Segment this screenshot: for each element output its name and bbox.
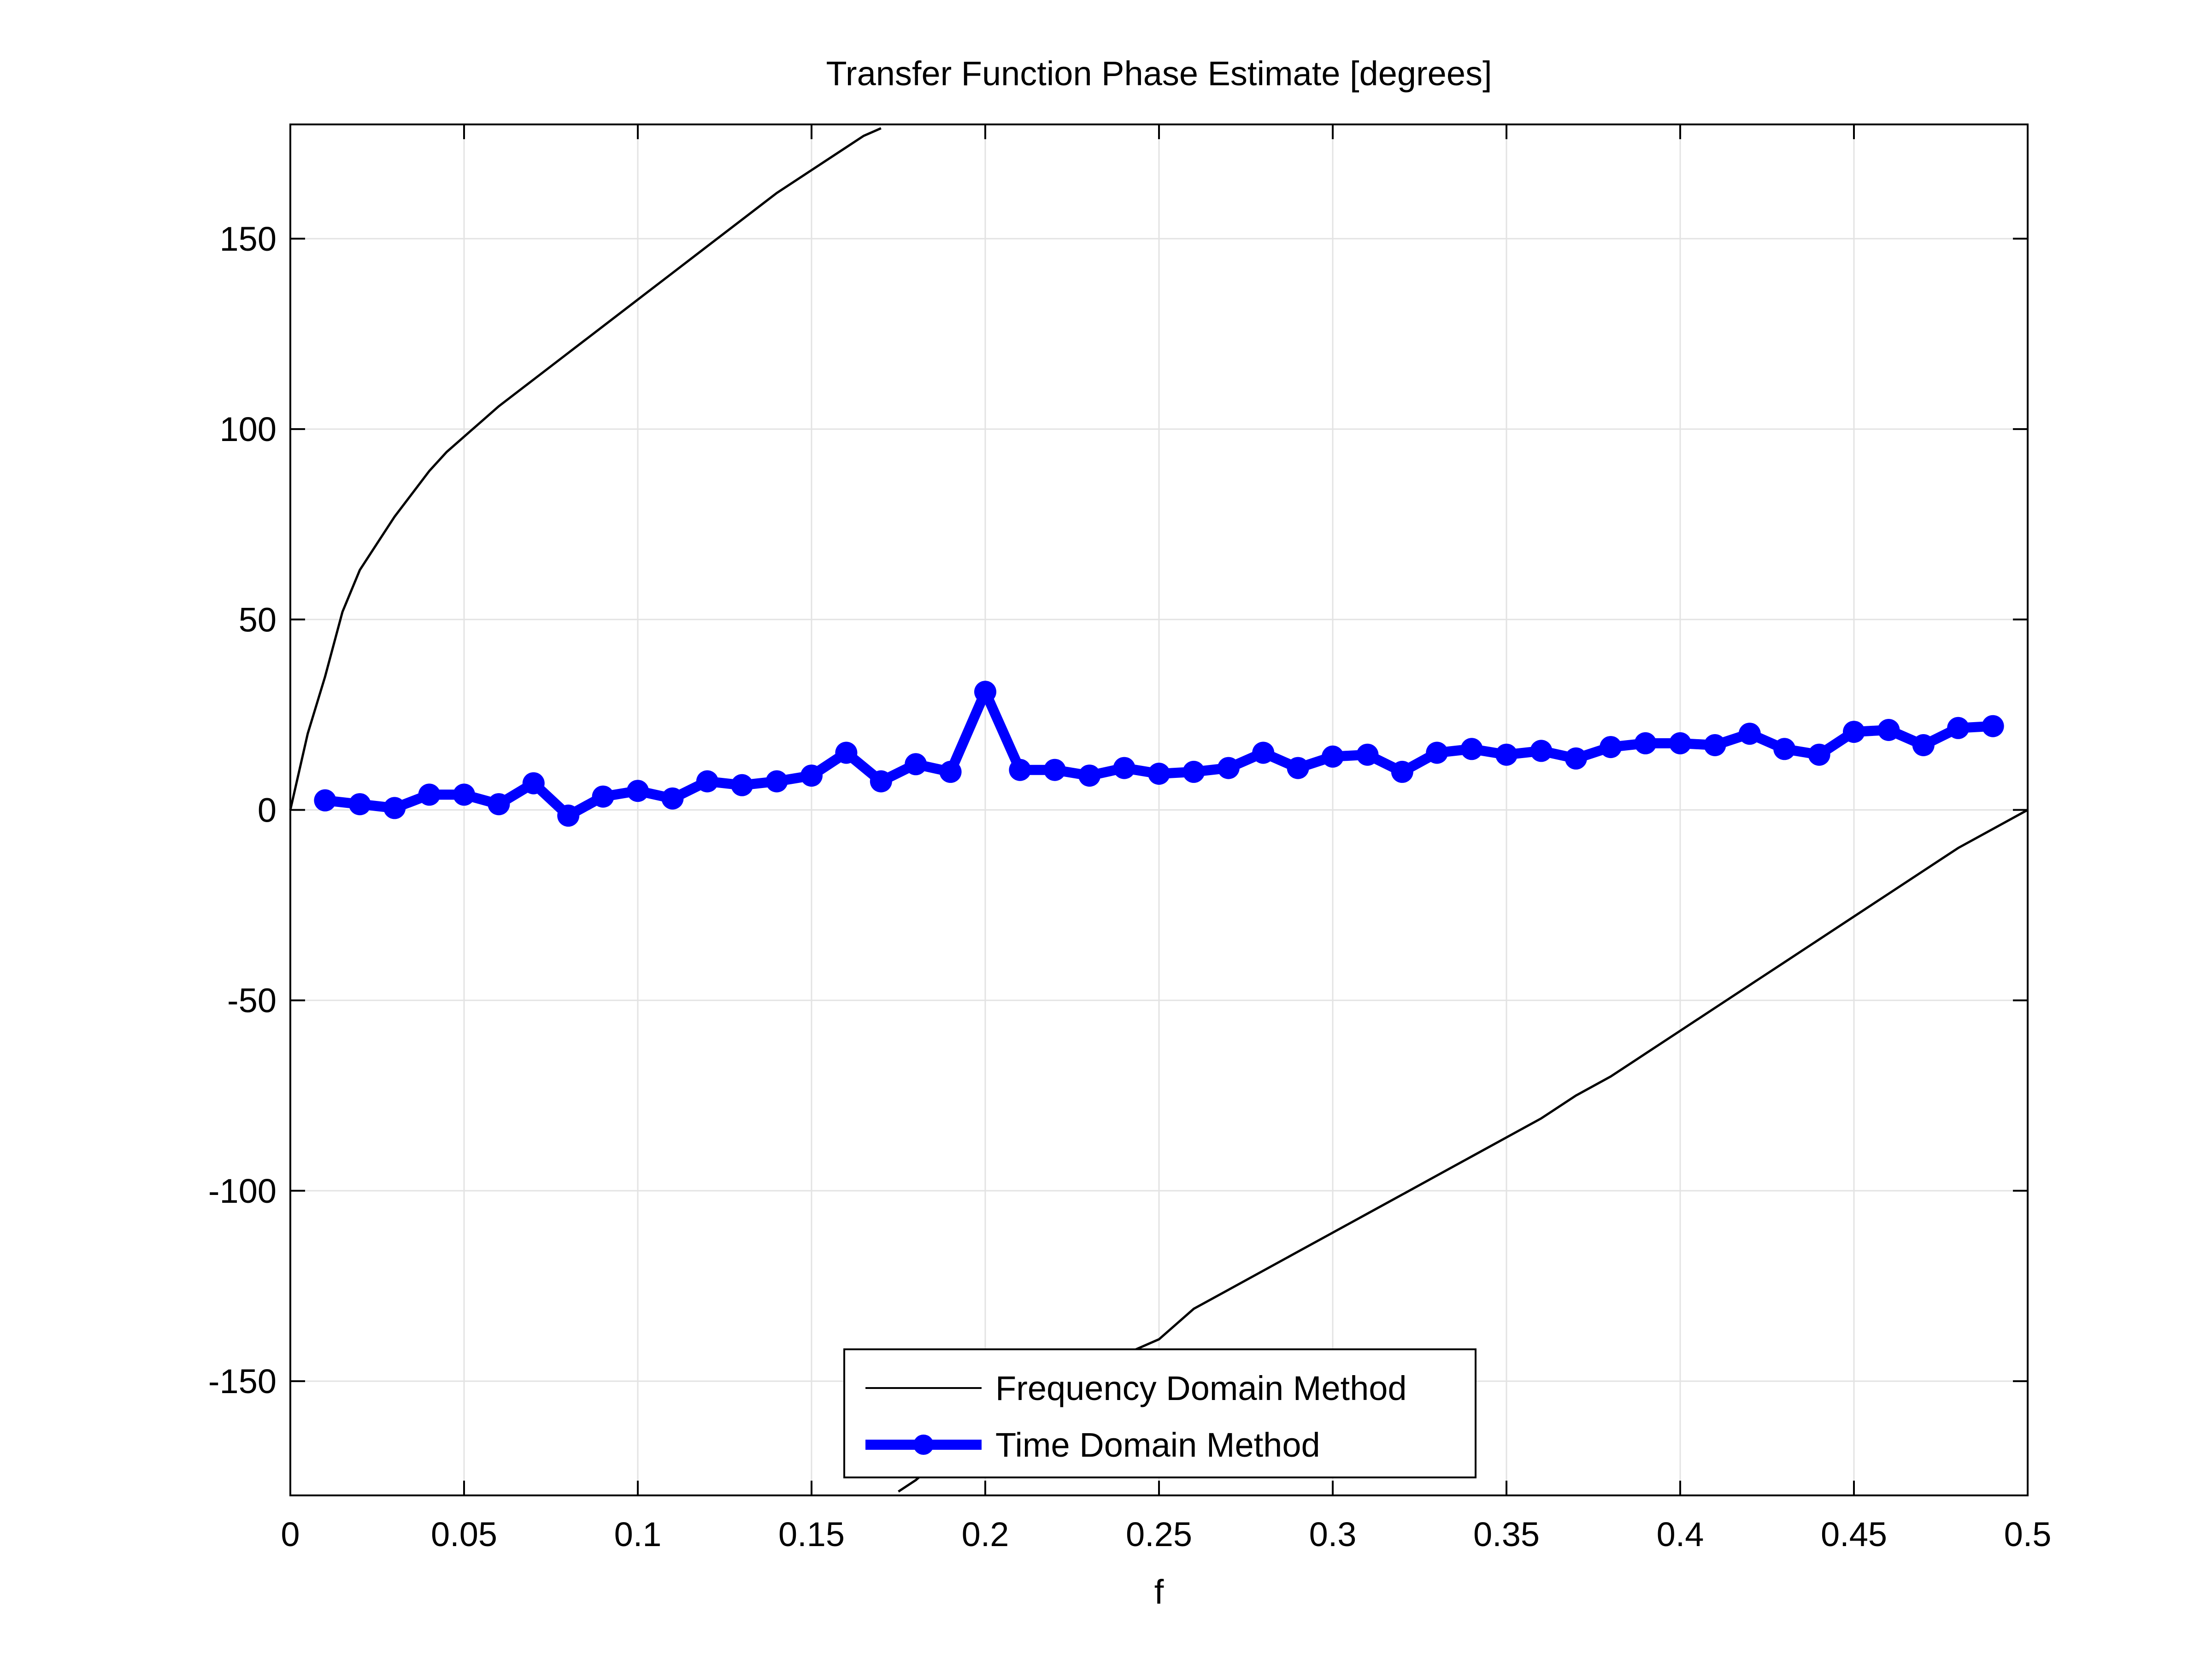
time-domain-point [488, 793, 510, 816]
time-domain-point [383, 797, 406, 819]
time-domain-point [1773, 738, 1796, 760]
time-domain-point [1391, 760, 1413, 783]
x-tick-label: 0 [281, 1515, 300, 1553]
time-domain-point [627, 780, 649, 802]
time-domain-point [1148, 763, 1170, 785]
time-domain-point [974, 681, 996, 703]
time-domain-point [765, 770, 788, 793]
time-domain-point [1947, 717, 1970, 739]
time-domain-point [800, 765, 823, 787]
time-domain-point [1877, 719, 1900, 741]
time-domain-point [835, 741, 858, 764]
x-tick-label: 0.35 [1473, 1515, 1540, 1553]
x-tick-label: 0.5 [2004, 1515, 2052, 1553]
time-domain-point [731, 774, 753, 796]
time-domain-point [1669, 732, 1691, 754]
time-domain-point [1182, 760, 1205, 783]
y-tick-label: -100 [208, 1172, 276, 1210]
legend-marker-time-domain [913, 1435, 934, 1455]
time-domain-point [1043, 759, 1066, 781]
legend-label-time-domain: Time Domain Method [995, 1426, 1320, 1464]
time-domain-point [522, 772, 545, 794]
time-domain-point [1843, 721, 1865, 743]
y-tick-label: 0 [258, 791, 276, 830]
y-tick-label: 50 [239, 600, 276, 639]
time-domain-point [905, 753, 927, 776]
x-tick-label: 0.4 [1657, 1515, 1704, 1553]
time-domain-point [1704, 734, 1726, 756]
x-tick-label: 0.45 [1821, 1515, 1887, 1553]
time-domain-point [870, 770, 892, 793]
time-domain-point [557, 804, 580, 827]
time-domain-point [1738, 723, 1761, 745]
x-tick-label: 0.05 [431, 1515, 497, 1553]
time-domain-point [1113, 757, 1135, 779]
time-domain-point [1495, 743, 1518, 766]
frequency-domain-line-segment [289, 127, 882, 811]
time-domain-point [1808, 743, 1830, 766]
time-domain-point [1912, 734, 1935, 756]
time-domain-point [314, 789, 336, 812]
chart-title: Transfer Function Phase Estimate [degree… [826, 54, 1492, 93]
axis-ticks: 0 0.05 0.1 0.15 0.2 0.25 0.3 0.35 0.4 0.45 0.5 -150… [208, 124, 2052, 1553]
time-domain-point [418, 783, 441, 806]
y-tick-label: 150 [220, 220, 276, 258]
y-tick-label: -150 [208, 1362, 276, 1400]
time-domain-point [1252, 741, 1275, 764]
time-domain-point [1982, 715, 2004, 737]
time-domain-point [1322, 745, 1344, 768]
legend: Frequency Domain Method Time Domain Meth… [843, 1348, 1477, 1478]
time-domain-point [939, 760, 962, 783]
x-tick-label: 0.2 [962, 1515, 1009, 1553]
time-domain-point [592, 785, 614, 808]
time-domain-point [1565, 747, 1587, 770]
time-domain-point [696, 770, 718, 793]
grid-lines [290, 124, 2028, 1495]
legend-box [843, 1348, 1477, 1478]
time-domain-point [1356, 743, 1379, 766]
x-axis-label: f [1154, 1573, 1164, 1611]
time-domain-point [1217, 757, 1240, 779]
time-domain-point [1009, 759, 1031, 781]
time-domain-point [453, 783, 475, 806]
y-tick-label: -50 [227, 982, 276, 1020]
time-domain-point [1287, 757, 1309, 779]
time-domain-point [1600, 736, 1622, 759]
x-tick-label: 0.25 [1126, 1515, 1192, 1553]
x-tick-label: 0.1 [614, 1515, 662, 1553]
x-tick-label: 0.15 [778, 1515, 845, 1553]
legend-label-frequency-domain: Frequency Domain Method [995, 1369, 1407, 1407]
time-domain-point [1634, 732, 1657, 754]
x-tick-label: 0.3 [1309, 1515, 1357, 1553]
time-domain-point [1460, 738, 1483, 760]
time-domain-point [1530, 740, 1553, 762]
time-domain-point [661, 787, 684, 810]
y-tick-label: 100 [220, 410, 276, 448]
time-domain-point [1078, 765, 1101, 787]
time-domain-point [1426, 741, 1448, 764]
time-domain-point [348, 793, 371, 816]
